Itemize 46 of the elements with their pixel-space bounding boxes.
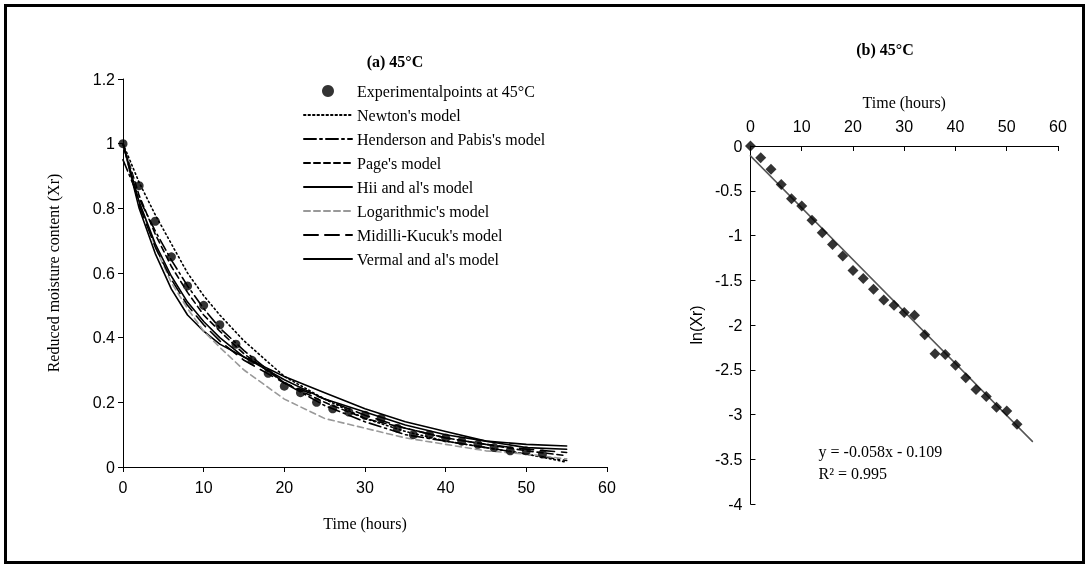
x-tick-label: 60 bbox=[598, 478, 616, 496]
y-tick-label: 0 bbox=[733, 137, 743, 155]
y-tick-label: -0.5 bbox=[714, 182, 743, 200]
y-tick-label: 0.6 bbox=[92, 264, 116, 282]
legend-label: Midilli-Kucuk's model bbox=[357, 226, 504, 244]
legend-label: Logarithmic's model bbox=[357, 202, 490, 221]
legend-label: Newton's model bbox=[357, 106, 462, 124]
chart-title: (b) 45°C bbox=[856, 40, 914, 59]
legend-label: Hii and al's model bbox=[357, 178, 474, 196]
legend-label: Vermal and al's model bbox=[357, 250, 500, 268]
y-tick-label: 0 bbox=[106, 458, 116, 476]
y-tick-label: 0.8 bbox=[92, 199, 116, 217]
x-tick-label: 30 bbox=[356, 478, 374, 496]
x-tick-label: 50 bbox=[517, 478, 536, 496]
y-tick-label: -2 bbox=[728, 316, 743, 334]
x-tick-label: 10 bbox=[792, 117, 811, 135]
y-tick-label: -4 bbox=[728, 495, 743, 513]
x-tick-label: 40 bbox=[946, 117, 965, 135]
x-axis-title: Time (hours) bbox=[323, 514, 407, 533]
x-tick-label: 0 bbox=[118, 478, 128, 496]
y-tick-label: -3.5 bbox=[714, 450, 743, 468]
legend-label: Experimentalpoints at 45°C bbox=[357, 82, 535, 101]
x-tick-label: 30 bbox=[895, 117, 914, 135]
chart-title: (a) 45°C bbox=[366, 52, 424, 71]
y-tick-label: -3 bbox=[728, 406, 743, 423]
y-tick-label: 1.2 bbox=[92, 70, 116, 88]
x-tick-label: 60 bbox=[1049, 117, 1067, 135]
y-tick-label: -2.5 bbox=[714, 361, 743, 379]
y-tick-label: 1 bbox=[106, 135, 116, 153]
annotation: R² = 0.995 bbox=[818, 464, 888, 482]
y-tick-label: 0.2 bbox=[92, 393, 116, 411]
y-tick-label: 0.4 bbox=[92, 329, 116, 347]
x-tick-label: 10 bbox=[194, 478, 213, 496]
x-tick-label: 50 bbox=[997, 117, 1016, 135]
y-axis-title: Reduced moisture content (Xr) bbox=[44, 173, 63, 373]
y-tick-label: -1.5 bbox=[714, 271, 743, 289]
legend-label: Henderson and Pabis's model bbox=[357, 130, 546, 148]
x-tick-label: 20 bbox=[275, 478, 294, 496]
y-axis-title: ln(Xr) bbox=[687, 305, 705, 345]
y-tick-label: -1 bbox=[728, 227, 743, 244]
x-axis-title: Time (hours) bbox=[862, 93, 946, 112]
x-tick-label: 20 bbox=[844, 117, 862, 135]
annotation: y = -0.058x - 0.109 bbox=[818, 442, 943, 461]
x-tick-label: 40 bbox=[436, 478, 455, 496]
x-tick-label: 0 bbox=[746, 117, 756, 135]
legend-label: Page's model bbox=[357, 154, 442, 173]
